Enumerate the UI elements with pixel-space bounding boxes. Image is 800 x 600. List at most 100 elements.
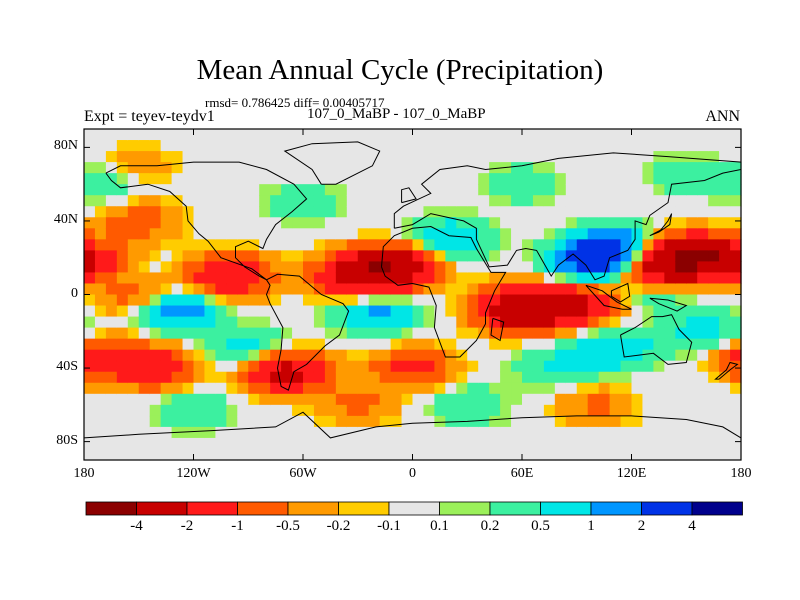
- field-cell: [94, 272, 107, 285]
- field-cell: [357, 360, 370, 373]
- field-cell: [379, 228, 392, 240]
- field-cell: [127, 173, 140, 185]
- colorbar-label: -4: [130, 518, 143, 534]
- field-cell: [565, 382, 578, 395]
- field-cell: [500, 382, 512, 395]
- field-cell: [445, 261, 457, 274]
- field-cell: [565, 305, 578, 318]
- field-cell: [456, 437, 468, 450]
- field-cell: [204, 162, 216, 174]
- field-cell: [609, 415, 622, 428]
- field-cell: [215, 272, 227, 285]
- field-cell: [215, 206, 227, 218]
- field-cell: [587, 294, 600, 307]
- field-cell: [160, 151, 173, 163]
- field-cell: [511, 316, 523, 329]
- field-cell: [609, 382, 622, 395]
- field-cell: [204, 272, 216, 285]
- field-cell: [281, 272, 293, 285]
- field-cell: [171, 162, 184, 174]
- field-cell: [664, 272, 676, 285]
- colorbar-label: 0.2: [480, 518, 500, 534]
- field-cell: [149, 184, 162, 196]
- field-cell: [719, 129, 731, 141]
- field-cell: [94, 140, 107, 152]
- field-cell: [642, 360, 654, 373]
- field-cell: [346, 371, 359, 384]
- field-cell: [412, 272, 425, 285]
- field-cell: [423, 129, 435, 141]
- field-cell: [554, 382, 567, 395]
- field-cell: [390, 448, 403, 461]
- field-cell: [532, 206, 545, 218]
- field-cell: [434, 393, 446, 406]
- field-cell: [193, 250, 206, 262]
- field-cell: [182, 173, 195, 185]
- field-cell: [335, 382, 348, 395]
- field-cell: [598, 250, 611, 262]
- field-cell: [620, 404, 633, 417]
- field-cell: [489, 327, 501, 340]
- field-cell: [576, 415, 589, 428]
- field-cell: [730, 382, 742, 395]
- field-cell: [697, 404, 709, 417]
- field-cell: [182, 371, 195, 384]
- field-cell: [576, 437, 589, 450]
- field-cell: [664, 162, 676, 174]
- field-cell: [543, 426, 556, 439]
- field-cell: [642, 448, 654, 461]
- field-cell: [292, 206, 304, 218]
- field-cell: [292, 349, 304, 362]
- field-cell: [292, 272, 304, 285]
- field-cell: [292, 239, 304, 251]
- colorbar-swatch: [388, 501, 440, 516]
- field-cell: [127, 404, 140, 417]
- field-cell: [587, 382, 600, 395]
- field-cell: [412, 184, 425, 196]
- field-cell: [445, 283, 457, 296]
- field-cell: [401, 415, 414, 428]
- field-cell: [357, 426, 370, 439]
- field-cell: [193, 437, 206, 450]
- field-cell: [379, 184, 392, 196]
- field-cell: [84, 261, 96, 274]
- field-cell: [697, 239, 709, 251]
- field-cell: [565, 349, 578, 362]
- field-cell: [412, 316, 425, 329]
- field-cell: [368, 448, 381, 461]
- field-cell: [379, 173, 392, 185]
- field-cell: [84, 250, 96, 262]
- field-cell: [105, 217, 118, 229]
- experiment-label: Expt = teyev-teydv1: [84, 108, 215, 125]
- field-cell: [84, 360, 96, 373]
- field-cell: [478, 195, 490, 207]
- field-cell: [379, 448, 392, 461]
- field-cell: [94, 250, 107, 262]
- field-cell: [543, 261, 556, 274]
- field-cell: [116, 415, 129, 428]
- field-cell: [149, 371, 162, 384]
- field-cell: [554, 327, 567, 340]
- field-cell: [664, 283, 676, 296]
- field-cell: [171, 437, 184, 450]
- field-cell: [138, 261, 151, 274]
- field-cell: [631, 415, 644, 428]
- field-cell: [500, 294, 512, 307]
- field-cell: [204, 151, 216, 163]
- field-cell: [543, 239, 556, 251]
- colorbar-label: 1: [587, 518, 595, 534]
- field-cell: [532, 162, 545, 174]
- field-cell: [160, 327, 173, 340]
- field-cell: [149, 217, 162, 229]
- field-cell: [226, 415, 238, 428]
- field-cell: [620, 272, 633, 285]
- field-cell: [313, 184, 326, 196]
- field-cell: [270, 294, 282, 307]
- field-cell: [532, 437, 545, 450]
- field-cell: [324, 426, 337, 439]
- field-cell: [554, 338, 567, 351]
- field-cell: [543, 338, 556, 351]
- field-cell: [127, 349, 140, 362]
- field-cell: [171, 272, 184, 285]
- field-cell: [522, 250, 534, 262]
